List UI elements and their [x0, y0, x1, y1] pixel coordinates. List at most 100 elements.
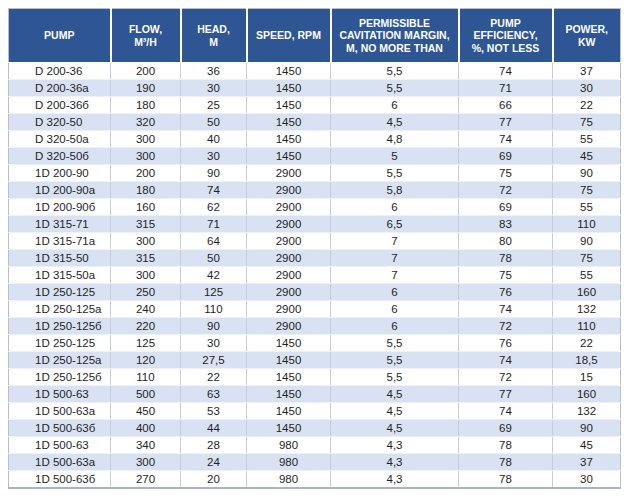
cell-speed: 2900: [247, 233, 331, 250]
cell-cavitation: 6: [331, 97, 459, 114]
cell-cavitation: 5,5: [331, 165, 459, 182]
table-row: 1D 500-63б4004414504,56990: [9, 420, 621, 437]
cell-pump: D 200-36: [9, 63, 111, 80]
cell-efficiency: 76: [459, 284, 553, 301]
cell-speed: 1450: [247, 63, 331, 80]
cell-power: 160: [553, 386, 621, 403]
table-row: D 200-36б18025145066622: [9, 97, 621, 114]
cell-power: 18,5: [553, 352, 621, 369]
cell-power: 90: [553, 420, 621, 437]
cell-pump: D 320-50a: [9, 131, 111, 148]
cell-head: 24: [181, 454, 247, 471]
cell-power: 110: [553, 318, 621, 335]
cell-cavitation: 4,3: [331, 471, 459, 489]
cell-power: 90: [553, 165, 621, 182]
cell-pump: 1D 500-63a: [9, 403, 111, 420]
cell-pump: 1D 315-71: [9, 216, 111, 233]
cell-speed: 2900: [247, 301, 331, 318]
table-header: PUMPFLOW, M³/HHEAD, MSPEED, RPMPERMISSIB…: [9, 9, 621, 63]
cell-speed: 2900: [247, 250, 331, 267]
cell-head: 22: [181, 369, 247, 386]
table-row: 1D 315-50a30042290077555: [9, 267, 621, 284]
cell-power: 90: [553, 233, 621, 250]
cell-head: 50: [181, 114, 247, 131]
column-header-cavitation: PERMISSIBLE CAVITATION MARGIN, M, NO MOR…: [331, 9, 459, 63]
cell-cavitation: 4,5: [331, 403, 459, 420]
cell-speed: 980: [247, 437, 331, 454]
table-row: 1D 200-90б16062290066955: [9, 199, 621, 216]
cell-efficiency: 76: [459, 335, 553, 352]
cell-cavitation: 6: [331, 199, 459, 216]
cell-flow: 300: [111, 233, 181, 250]
cell-efficiency: 75: [459, 165, 553, 182]
table-row: 1D 500-63a4505314504,574132: [9, 403, 621, 420]
cell-speed: 980: [247, 471, 331, 489]
cell-flow: 500: [111, 386, 181, 403]
cell-pump: 1D 250-125: [9, 284, 111, 301]
cell-efficiency: 77: [459, 114, 553, 131]
table-row: D 320-50б30030145056945: [9, 148, 621, 165]
cell-pump: D 200-36a: [9, 80, 111, 97]
cell-head: 71: [181, 216, 247, 233]
table-row: 1D 200-90a1807429005,87275: [9, 182, 621, 199]
cell-pump: 1D 200-90a: [9, 182, 111, 199]
cell-power: 45: [553, 148, 621, 165]
cell-power: 55: [553, 199, 621, 216]
cell-flow: 180: [111, 97, 181, 114]
cell-pump: 1D 200-90б: [9, 199, 111, 216]
cell-head: 30: [181, 80, 247, 97]
cell-head: 64: [181, 233, 247, 250]
cell-pump: 1D 250-125a: [9, 352, 111, 369]
cell-flow: 125: [111, 335, 181, 352]
cell-power: 30: [553, 471, 621, 489]
cell-speed: 980: [247, 454, 331, 471]
cell-efficiency: 74: [459, 301, 553, 318]
cell-speed: 2900: [247, 165, 331, 182]
cell-cavitation: 5,5: [331, 369, 459, 386]
cell-head: 62: [181, 199, 247, 216]
cell-flow: 180: [111, 182, 181, 199]
cell-flow: 270: [111, 471, 181, 489]
cell-speed: 1450: [247, 335, 331, 352]
cell-power: 15: [553, 369, 621, 386]
cell-power: 45: [553, 437, 621, 454]
cell-head: 40: [181, 131, 247, 148]
cell-cavitation: 4,3: [331, 454, 459, 471]
cell-head: 28: [181, 437, 247, 454]
cell-head: 53: [181, 403, 247, 420]
cell-power: 75: [553, 182, 621, 199]
cell-speed: 2900: [247, 318, 331, 335]
cell-pump: 1D 250-125: [9, 335, 111, 352]
cell-flow: 160: [111, 199, 181, 216]
table-row: 1D 250-125a12027,514505,57418,5: [9, 352, 621, 369]
cell-efficiency: 78: [459, 471, 553, 489]
cell-pump: 1D 250-125a: [9, 301, 111, 318]
cell-head: 30: [181, 335, 247, 352]
column-header-efficiency: PUMP EFFICIENCY, %, NOT LESS: [459, 9, 553, 63]
cell-power: 22: [553, 97, 621, 114]
cell-head: 63: [181, 386, 247, 403]
table-row: 1D 500-63б270209804,37830: [9, 471, 621, 489]
cell-flow: 190: [111, 80, 181, 97]
cell-power: 132: [553, 301, 621, 318]
cell-flow: 200: [111, 63, 181, 80]
cell-cavitation: 5,5: [331, 335, 459, 352]
pump-specifications-page: PUMPFLOW, M³/HHEAD, MSPEED, RPMPERMISSIB…: [0, 0, 627, 500]
cell-efficiency: 74: [459, 63, 553, 80]
cell-flow: 200: [111, 165, 181, 182]
table-row: D 320-503205014504,57775: [9, 114, 621, 131]
cell-pump: D 320-50б: [9, 148, 111, 165]
cell-speed: 1450: [247, 386, 331, 403]
cell-power: 160: [553, 284, 621, 301]
cell-pump: D 320-50: [9, 114, 111, 131]
cell-cavitation: 4,8: [331, 131, 459, 148]
table-row: 1D 200-902009029005,57590: [9, 165, 621, 182]
table-row: 1D 500-63340289804,37845: [9, 437, 621, 454]
table-row: 1D 250-1252501252900676160: [9, 284, 621, 301]
cell-head: 30: [181, 148, 247, 165]
header-row: PUMPFLOW, M³/HHEAD, MSPEED, RPMPERMISSIB…: [9, 9, 621, 63]
cell-power: 22: [553, 335, 621, 352]
cell-power: 55: [553, 131, 621, 148]
table-row: D 320-50a3004014504,87455: [9, 131, 621, 148]
cell-speed: 2900: [247, 182, 331, 199]
